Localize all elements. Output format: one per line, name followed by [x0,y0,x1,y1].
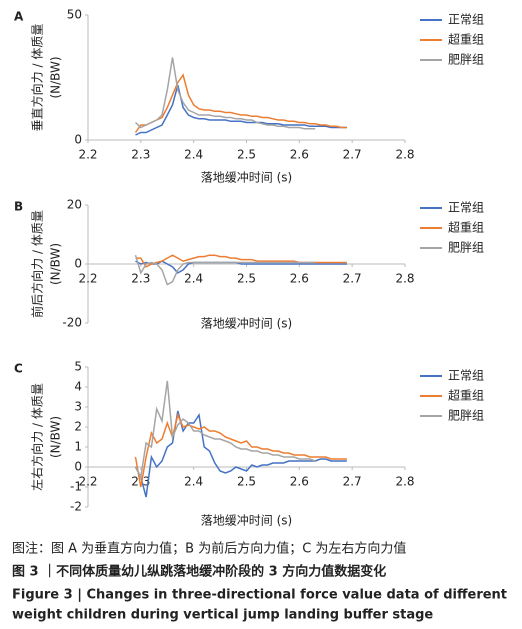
legend-label: 正常组 [448,13,484,27]
legend-label: 超重组 [448,388,484,403]
legend-label: 超重组 [448,220,484,235]
x-tick-label: 2.4 [184,475,203,489]
y-axis-label: (N/BW) [49,416,63,458]
caption-title-en: weight children during vertical jump lan… [12,608,433,623]
x-tick-label: 2.5 [237,272,256,286]
caption-note: 图注：图 A 为垂直方向力值；B 为前后方向力值；C 为左右方向力值 [12,541,406,557]
series-line [134,57,316,130]
x-tick-label: 2.7 [343,475,362,489]
x-tick-label: 2.8 [395,475,414,489]
y-tick-label: -2 [70,500,82,514]
series-line [135,260,347,274]
x-tick-label: 2.2 [78,272,97,286]
series-line [134,73,347,133]
y-axis-label: (N/BW) [49,243,63,285]
legend-label: 肥胖组 [448,241,484,255]
legend-label: 正常组 [448,369,484,383]
caption-title-zh: 图 3 ｜不同体质量幼儿纵跳落地缓冲阶段的 3 方向力值数据变化 [12,564,386,580]
x-axis-label: 落地缓冲时间 (s) [201,316,292,331]
x-tick-label: 2.4 [184,272,203,286]
panel-label: B [14,200,23,214]
y-tick-label: 4 [74,380,82,394]
series-line [135,254,347,268]
caption-title-en: Figure 3 | Changes in three-directional … [12,588,507,603]
y-tick-label: 3 [74,400,82,414]
series-line [134,380,316,480]
x-tick-label: 2.2 [78,475,97,489]
legend-label: 肥胖组 [448,409,484,423]
y-tick-label: -20 [62,316,82,330]
y-tick-label: -1 [70,480,82,494]
legend-label: 正常组 [448,201,484,215]
series-line [134,412,347,488]
x-tick-label: 2.7 [343,148,362,162]
y-axis-label: 垂直方向力 / 体质量 [30,24,45,132]
x-tick-label: 2.6 [290,272,309,286]
y-axis-label: 左右方向力 / 体质量 [30,383,45,491]
y-tick-label: 0 [74,133,82,147]
x-tick-label: 2.5 [237,475,256,489]
y-tick-label: 0 [74,460,82,474]
panel-label: C [14,362,23,376]
x-axis-label: 落地缓冲时间 (s) [201,513,292,528]
x-tick-label: 2.3 [131,475,150,489]
x-tick-label: 2.5 [237,148,256,162]
x-tick-label: 2.3 [131,148,150,162]
x-tick-label: 2.7 [343,272,362,286]
x-tick-label: 2.8 [395,148,414,162]
x-axis-label: 落地缓冲时间 (s) [201,170,292,185]
x-tick-label: 2.8 [395,272,414,286]
y-tick-label: 0 [74,257,82,271]
y-tick-label: 2 [74,420,82,434]
panel-label: A [14,10,24,24]
series-line [134,410,347,498]
y-tick-label: 1 [74,440,82,454]
x-tick-label: 2.6 [290,475,309,489]
legend-label: 肥胖组 [448,53,484,67]
x-tick-label: 2.4 [184,148,203,162]
series-line [134,254,316,286]
y-axis-label: (N/BW) [49,56,63,98]
x-tick-label: 2.6 [290,148,309,162]
y-tick-label: 20 [67,198,82,212]
x-tick-label: 2.3 [131,272,150,286]
y-axis-label: 前后方向力 / 体质量 [30,210,45,318]
x-tick-label: 2.2 [78,148,97,162]
y-tick-label: 50 [67,8,82,22]
series-line [135,84,347,136]
y-tick-label: 5 [74,360,82,374]
legend-label: 超重组 [448,32,484,47]
